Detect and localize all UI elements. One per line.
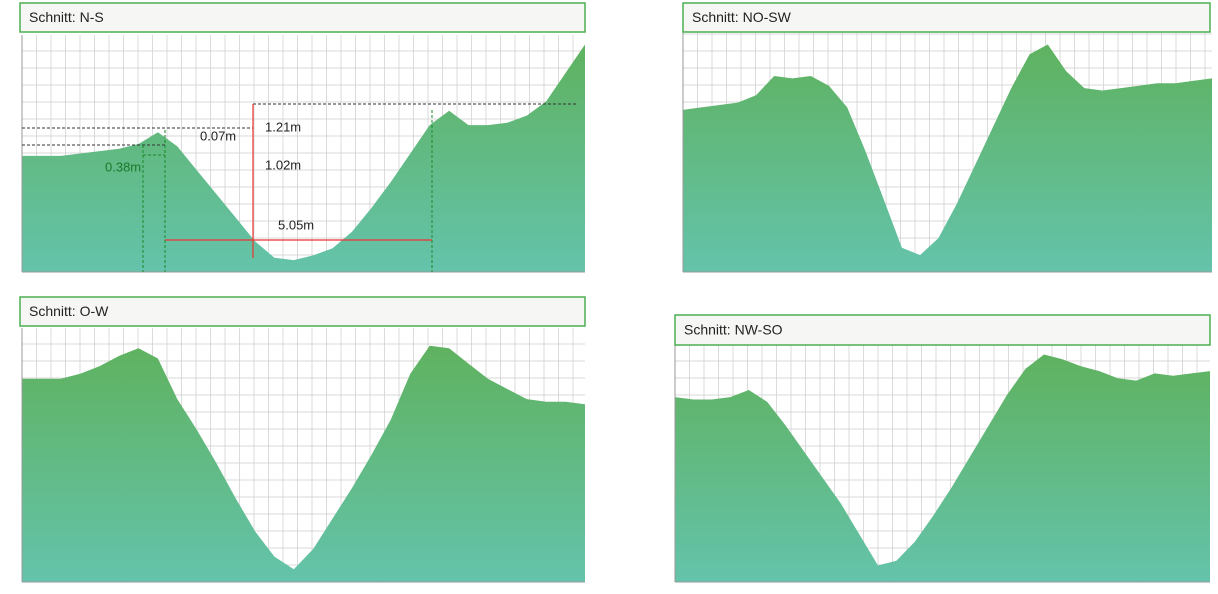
chart-title: Schnitt: NO-SW	[692, 9, 792, 25]
title-box	[19, 296, 586, 327]
chart-title: Schnitt: O-W	[29, 303, 109, 319]
annotation: 5.05m	[278, 217, 314, 232]
title-box	[682, 2, 1211, 33]
annotation: 0.38m	[105, 159, 141, 174]
elevation-area	[22, 345, 585, 582]
annotation: 1.02m	[265, 157, 301, 172]
elevation-area	[675, 354, 1210, 582]
title-box	[19, 2, 586, 33]
annotation: 1.21m	[265, 119, 301, 134]
elevation-area	[22, 44, 585, 272]
title-box	[674, 314, 1211, 346]
chart-title: Schnitt: NW-SO	[684, 322, 783, 338]
chart-title: Schnitt: N-S	[29, 9, 104, 25]
annotation: 0.07m	[200, 128, 236, 143]
elevation-area	[683, 44, 1212, 272]
